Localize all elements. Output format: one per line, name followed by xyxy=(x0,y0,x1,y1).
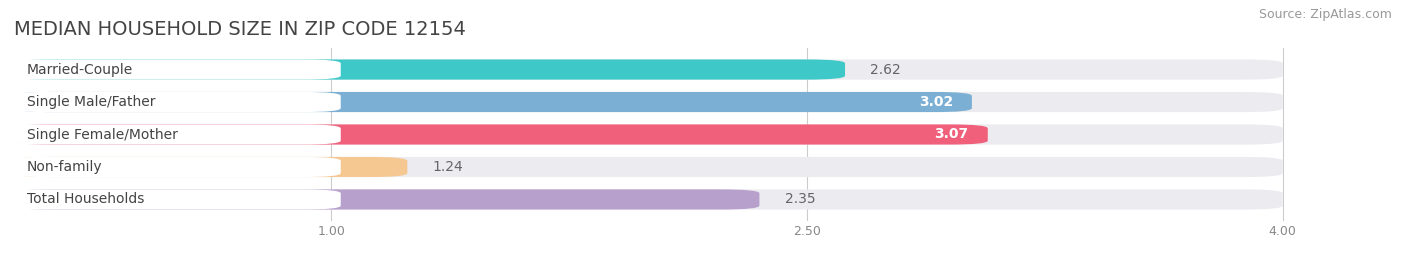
Text: Non-family: Non-family xyxy=(27,160,103,174)
FancyBboxPatch shape xyxy=(7,92,340,112)
Text: 2.35: 2.35 xyxy=(785,192,815,207)
FancyBboxPatch shape xyxy=(7,189,340,210)
FancyBboxPatch shape xyxy=(14,125,1282,144)
FancyBboxPatch shape xyxy=(14,189,759,210)
FancyBboxPatch shape xyxy=(14,59,1282,80)
FancyBboxPatch shape xyxy=(14,157,408,177)
Text: Married-Couple: Married-Couple xyxy=(27,62,134,77)
Text: 2.62: 2.62 xyxy=(870,62,901,77)
FancyBboxPatch shape xyxy=(14,92,972,112)
FancyBboxPatch shape xyxy=(14,189,1282,210)
Text: Single Female/Mother: Single Female/Mother xyxy=(27,128,177,141)
FancyBboxPatch shape xyxy=(14,157,1282,177)
Text: MEDIAN HOUSEHOLD SIZE IN ZIP CODE 12154: MEDIAN HOUSEHOLD SIZE IN ZIP CODE 12154 xyxy=(14,20,465,38)
FancyBboxPatch shape xyxy=(7,157,340,177)
FancyBboxPatch shape xyxy=(14,125,988,144)
Text: Source: ZipAtlas.com: Source: ZipAtlas.com xyxy=(1258,8,1392,21)
Text: 3.07: 3.07 xyxy=(935,128,969,141)
Text: 1.24: 1.24 xyxy=(433,160,464,174)
FancyBboxPatch shape xyxy=(7,125,340,144)
FancyBboxPatch shape xyxy=(14,92,1282,112)
Text: Single Male/Father: Single Male/Father xyxy=(27,95,155,109)
Text: 3.02: 3.02 xyxy=(918,95,953,109)
FancyBboxPatch shape xyxy=(14,59,845,80)
Text: Total Households: Total Households xyxy=(27,192,145,207)
FancyBboxPatch shape xyxy=(7,59,340,80)
